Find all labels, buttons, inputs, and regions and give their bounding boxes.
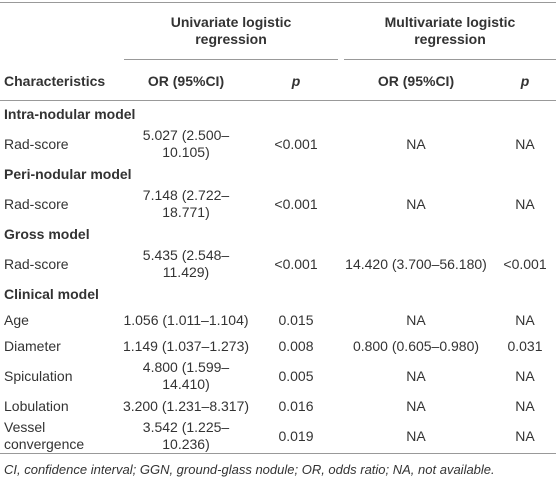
section-row: Intra-nodular model (0, 101, 556, 128)
group-header-row: Univariate logistic regression Multivari… (0, 3, 556, 64)
data-row: Spiculation 4.800 (1.599–14.410) 0.005 NA NA (0, 359, 556, 393)
section-title: Clinical model (4, 285, 99, 302)
cell: 0.019 (278, 427, 314, 444)
column-header: OR (95%CI) (338, 63, 494, 101)
group-label: Multivariate logistic regression (384, 14, 516, 47)
row-label: Vessel convergence (4, 419, 85, 452)
cell: NA (406, 135, 426, 152)
results-table: Univariate logistic regression Multivari… (0, 2, 556, 454)
section-title: Intra-nodular model (4, 105, 136, 122)
cell: 0.015 (278, 311, 314, 328)
cell: NA (515, 397, 535, 414)
row-label: Spiculation (4, 367, 73, 384)
cell: <0.001 (274, 135, 318, 152)
group-label: Univariate logistic regression (170, 14, 292, 47)
cell: 4.800 (1.599–14.410) (142, 359, 230, 392)
cell: 5.027 (2.500–10.105) (142, 127, 230, 160)
cell: NA (515, 427, 535, 444)
cell: NA (406, 195, 426, 212)
column-header: p (494, 63, 556, 101)
column-header: Characteristics (0, 63, 118, 101)
section-title: Gross model (4, 225, 90, 242)
data-row: Rad-score 5.435 (2.548–11.429) <0.001 14.42… (0, 247, 556, 281)
cell: NA (515, 367, 535, 384)
cell: 1.149 (1.037–1.273) (122, 337, 250, 354)
cell: NA (406, 367, 426, 384)
group-header: Multivariate logistic regression (338, 3, 556, 64)
row-label: Rad-score (4, 135, 69, 152)
cell: <0.001 (274, 195, 318, 212)
cell: <0.001 (274, 255, 318, 272)
data-row: Lobulation 3.200 (1.231–8.317) 0.016 NA NA (0, 393, 556, 419)
row-label: Diameter (4, 337, 61, 354)
data-row: Diameter 1.149 (1.037–1.273) 0.008 0.800 (0… (0, 333, 556, 359)
cell: NA (515, 195, 535, 212)
section-title: Peri-nodular model (4, 165, 132, 182)
cell: 5.435 (2.548–11.429) (142, 247, 230, 280)
cell: 0.016 (278, 397, 314, 414)
cell: 0.031 (507, 337, 543, 354)
cell: 1.056 (1.011–1.104) (123, 311, 249, 328)
row-label: Lobulation (4, 397, 69, 414)
row-label: Rad-score (4, 255, 69, 272)
cell: 0.800 (0.605–0.980) (352, 337, 480, 354)
cell: 14.420 (3.700–56.180) (345, 255, 487, 272)
cell: NA (406, 397, 426, 414)
column-header-row: Characteristics OR (95%CI) p OR (95%CI) … (0, 63, 556, 101)
cell: NA (515, 135, 535, 152)
cell: 3.200 (1.231–8.317) (122, 397, 250, 414)
cell: 3.542 (1.225–10.236) (142, 419, 230, 452)
data-row: Rad-score 7.148 (2.722–18.771) <0.001 NA NA (0, 187, 556, 221)
section-row: Peri-nodular model (0, 161, 556, 187)
cell: <0.001 (503, 255, 547, 272)
footnote: CI, confidence interval; GGN, ground-gla… (4, 462, 495, 477)
row-label: Age (4, 311, 29, 328)
cell: NA (406, 427, 426, 444)
table-body: Intra-nodular model Rad-score 5.027 (2.500… (0, 101, 556, 454)
group-header: Univariate logistic regression (118, 3, 338, 64)
cell: 0.008 (278, 337, 314, 354)
row-label: Rad-score (4, 195, 69, 212)
data-row: Age 1.056 (1.011–1.104) 0.015 NA NA (0, 307, 556, 333)
column-header: OR (95%CI) (118, 63, 254, 101)
cell: NA (515, 311, 535, 328)
data-row: Vessel convergence 3.542 (1.225–10.236) 0.… (0, 419, 556, 454)
section-row: Gross model (0, 221, 556, 247)
section-row: Clinical model (0, 281, 556, 307)
column-header: p (254, 63, 338, 101)
cell: NA (406, 311, 426, 328)
data-row: Rad-score 5.027 (2.500–10.105) <0.001 NA NA (0, 127, 556, 161)
cell: 7.148 (2.722–18.771) (142, 187, 230, 220)
cell: 0.005 (278, 367, 314, 384)
